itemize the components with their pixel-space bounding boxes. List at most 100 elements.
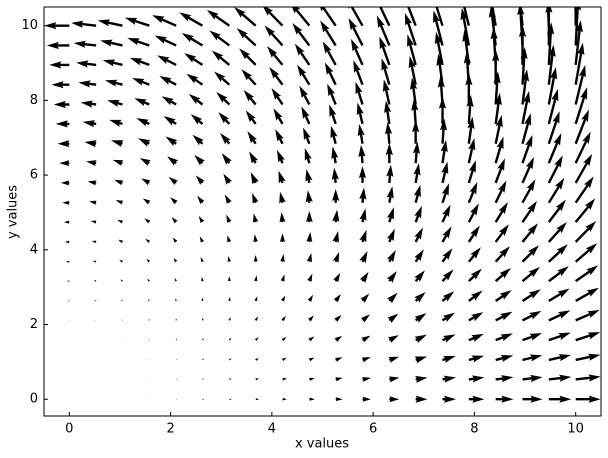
arrow bbox=[575, 353, 601, 362]
arrow bbox=[547, 111, 560, 145]
arrow bbox=[522, 333, 543, 342]
arrow bbox=[440, 139, 448, 164]
arrow bbox=[51, 81, 70, 89]
arrow bbox=[202, 398, 205, 400]
arrow bbox=[186, 73, 204, 86]
arrow bbox=[522, 374, 543, 383]
arrow bbox=[467, 160, 476, 184]
arrow bbox=[521, 90, 531, 125]
arrow bbox=[467, 203, 479, 223]
arrow bbox=[305, 190, 313, 203]
arrow bbox=[279, 233, 286, 242]
arrow bbox=[362, 396, 372, 402]
arrow bbox=[327, 83, 337, 105]
arrow bbox=[355, 81, 364, 105]
arrow bbox=[110, 140, 124, 148]
arrow bbox=[65, 260, 70, 263]
arrow bbox=[320, 20, 337, 47]
arrow bbox=[495, 395, 514, 403]
arrow bbox=[575, 332, 601, 342]
arrow bbox=[62, 200, 70, 205]
arrow bbox=[201, 317, 204, 321]
arrow bbox=[154, 35, 177, 47]
arrow bbox=[307, 294, 314, 303]
arrow bbox=[297, 64, 311, 86]
arrow bbox=[91, 240, 97, 244]
y-tick-label: 6 bbox=[30, 168, 38, 183]
arrow bbox=[465, 73, 473, 105]
arrow bbox=[441, 291, 455, 302]
arrow bbox=[76, 60, 97, 68]
arrow bbox=[490, 27, 498, 65]
arrow bbox=[174, 277, 178, 282]
arrow bbox=[379, 36, 391, 66]
arrow bbox=[236, 27, 257, 47]
arrow-layer bbox=[44, 7, 601, 403]
arrow bbox=[299, 85, 311, 106]
arrow bbox=[281, 315, 286, 322]
arrow bbox=[149, 359, 150, 361]
arrow bbox=[146, 258, 151, 263]
arrow bbox=[574, 220, 597, 243]
arrow bbox=[382, 79, 391, 105]
x-tick-label: 6 bbox=[369, 422, 377, 437]
arrow bbox=[202, 358, 204, 361]
arrow bbox=[574, 109, 589, 145]
arrow bbox=[413, 163, 421, 184]
x-tick-label: 8 bbox=[470, 422, 478, 437]
arrow bbox=[55, 120, 70, 128]
arrow bbox=[63, 220, 70, 224]
arrow bbox=[68, 320, 70, 321]
arrow bbox=[331, 146, 339, 164]
y-tick-label: 4 bbox=[30, 242, 38, 257]
arrow bbox=[281, 336, 287, 342]
arrow bbox=[53, 100, 70, 109]
arrow bbox=[184, 53, 204, 66]
arrow bbox=[495, 333, 513, 342]
arrow bbox=[467, 116, 475, 144]
arrow bbox=[334, 335, 343, 343]
arrow bbox=[142, 198, 151, 205]
arrow bbox=[575, 309, 600, 322]
arrow bbox=[468, 312, 484, 322]
arrow bbox=[495, 354, 514, 362]
arrow bbox=[384, 100, 392, 125]
arrow bbox=[86, 160, 97, 167]
arrow bbox=[119, 259, 124, 263]
arrow bbox=[521, 113, 532, 145]
arrow bbox=[100, 39, 123, 47]
arrow bbox=[176, 378, 178, 380]
arrow bbox=[104, 79, 123, 87]
arrow bbox=[280, 274, 285, 282]
arrow bbox=[264, 25, 284, 47]
arrow bbox=[239, 48, 257, 66]
arrow bbox=[107, 99, 123, 107]
arrow bbox=[441, 248, 453, 263]
arrow bbox=[211, 50, 231, 66]
arrow bbox=[376, 15, 391, 46]
arrow bbox=[95, 319, 97, 321]
arrow bbox=[468, 290, 483, 302]
arrow bbox=[245, 110, 257, 125]
arrow bbox=[333, 293, 341, 303]
arrow bbox=[386, 292, 398, 304]
arrow bbox=[82, 120, 97, 128]
arrow bbox=[346, 7, 364, 27]
arrow bbox=[547, 199, 566, 223]
arrow bbox=[57, 140, 70, 148]
arrow bbox=[543, 7, 551, 26]
arrow bbox=[94, 300, 97, 302]
arrow bbox=[359, 271, 369, 283]
arrow bbox=[198, 215, 205, 224]
arrow bbox=[404, 12, 417, 46]
arrow bbox=[442, 355, 456, 363]
arrow bbox=[273, 108, 284, 125]
arrow bbox=[121, 319, 123, 321]
arrow bbox=[414, 227, 423, 243]
arrow bbox=[408, 55, 417, 85]
arrow bbox=[109, 119, 123, 127]
arrow bbox=[356, 102, 364, 125]
arrow bbox=[122, 339, 123, 341]
arrow bbox=[148, 318, 150, 321]
